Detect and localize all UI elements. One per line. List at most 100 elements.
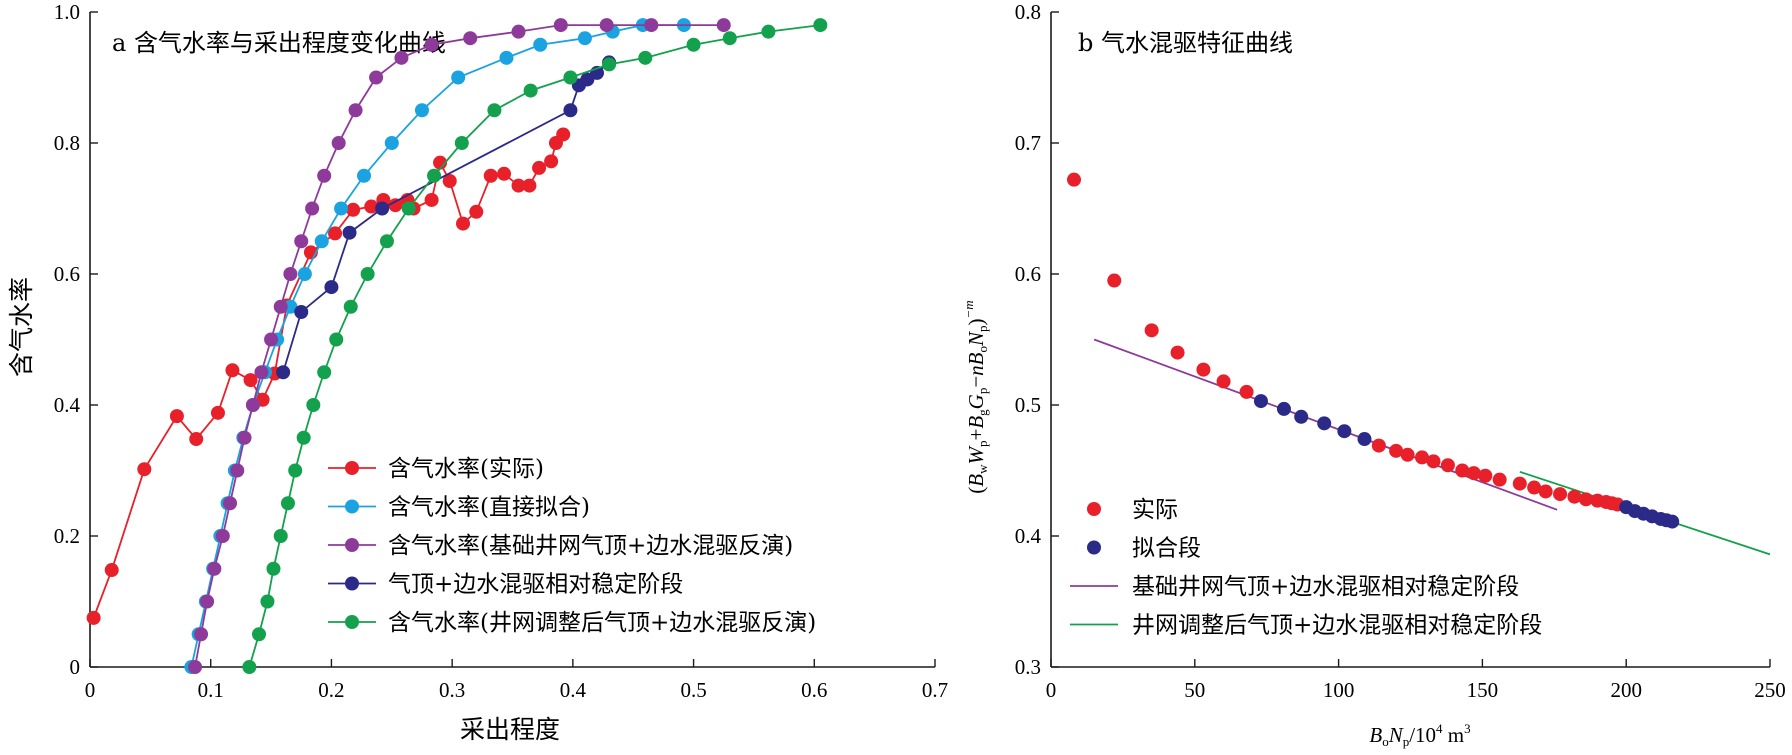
data-point — [86, 610, 101, 625]
series-4 — [242, 18, 828, 674]
data-point — [577, 31, 592, 46]
data-point — [1371, 438, 1386, 453]
data-point — [230, 463, 245, 478]
data-point — [283, 267, 298, 281]
data-point — [1357, 432, 1372, 447]
data-point — [469, 204, 484, 219]
data-point — [1216, 374, 1231, 389]
panel-a-xtick-label: 0.7 — [922, 678, 948, 702]
data-point — [225, 363, 240, 378]
data-point — [686, 37, 701, 52]
data-point — [556, 127, 571, 142]
data-point — [1239, 384, 1254, 399]
panel-b-xtick-label: 150 — [1467, 678, 1499, 702]
data-point — [511, 178, 526, 193]
data-point — [599, 18, 614, 33]
panel-b-ytick-label: 0.8 — [1015, 0, 1041, 24]
data-point — [194, 627, 209, 642]
data-point — [379, 234, 394, 249]
data-point — [223, 496, 238, 511]
data-point — [761, 24, 776, 39]
legend-item: 含气水率(直接拟合) — [328, 495, 590, 521]
data-point — [273, 299, 288, 314]
panel-a: 0 0.1 0.2 0.3 0.4 0.5 0.6 0.7 0 0.2 0.4 0.6 0.8 1.0 a… — [7, 0, 948, 744]
data-point — [331, 136, 346, 150]
data-point — [1578, 492, 1593, 507]
data-point — [533, 37, 548, 52]
data-point — [463, 31, 478, 46]
legend-label: 含气水率(井网调整后气顶+边水混驱反演) — [388, 610, 816, 636]
data-point — [1455, 463, 1470, 478]
data-point — [638, 50, 653, 65]
data-point — [324, 280, 339, 295]
data-point — [553, 18, 568, 33]
data-point — [563, 70, 578, 85]
panel-a-xtick-label: 0.3 — [439, 678, 465, 702]
data-point — [189, 432, 204, 447]
data-point — [511, 24, 526, 39]
data-point — [1553, 487, 1568, 502]
data-point — [1337, 424, 1352, 439]
data-point — [1294, 409, 1309, 424]
data-point — [1466, 466, 1481, 481]
data-point — [456, 216, 471, 231]
data-point — [294, 234, 309, 249]
legend-marker — [345, 615, 359, 629]
panel-a-title: a 含气水率与采出程度变化曲线 — [112, 29, 446, 57]
data-point — [346, 202, 361, 217]
data-point — [260, 594, 275, 609]
data-point — [1426, 454, 1441, 469]
legend-marker — [1087, 540, 1101, 555]
data-point — [454, 136, 469, 150]
data-point — [237, 430, 252, 445]
data-point — [375, 201, 390, 216]
data-point — [1512, 476, 1527, 491]
data-point — [1400, 447, 1415, 462]
legend-item: 基础井网气顶+边水混驱相对稳定阶段 — [1070, 574, 1519, 600]
panel-a-xtick-label: 0.2 — [318, 678, 344, 702]
data-point — [414, 103, 429, 118]
legend-label: 含气水率(直接拟合) — [388, 495, 590, 521]
panel-a-legend: 含气水率(实际) 含气水率(直接拟合) 含气水率(基础井网气顶+边水混驱反演) 气顶+… — [328, 456, 816, 636]
legend-item: 拟合段 — [1087, 536, 1201, 562]
data-point — [483, 168, 498, 183]
data-point — [1538, 484, 1553, 499]
data-point — [200, 594, 215, 609]
data-point — [357, 168, 372, 183]
data-point — [1170, 345, 1185, 360]
panel-a-xlabel: 采出程度 — [460, 715, 560, 744]
panel-b-series — [1067, 172, 1771, 556]
legend-item: 含气水率(井网调整后气顶+边水混驱反演) — [328, 610, 816, 636]
legend-item: 含气水率(实际) — [328, 456, 544, 482]
panel-a-axes: 0 0.1 0.2 0.3 0.4 0.5 0.6 0.7 0 0.2 0.4 0.6 0.8 1.0 — [54, 0, 948, 702]
legend-marker — [1087, 502, 1101, 516]
data-point — [328, 226, 343, 241]
panel-a-ylabel: 含气水率 — [7, 277, 36, 377]
data-point — [243, 373, 258, 388]
data-point — [317, 365, 332, 380]
panel-a-ytick-label: 0.4 — [54, 393, 81, 417]
panel-b-ytick-label: 0.3 — [1015, 655, 1041, 679]
panel-b-xtick-label: 250 — [1754, 678, 1786, 702]
panel-b-xtick-label: 0 — [1046, 678, 1057, 702]
data-point — [1067, 172, 1082, 187]
legend-label: 井网调整后气顶+边水混驱相对稳定阶段 — [1132, 613, 1542, 639]
panel-b-title: b 气水混驱特征曲线 — [1078, 29, 1293, 57]
data-point — [314, 234, 329, 249]
data-point — [360, 267, 375, 281]
data-point — [563, 103, 578, 118]
data-point — [1440, 458, 1455, 473]
data-point — [1389, 443, 1404, 458]
panel-a-series — [86, 18, 828, 674]
legend-marker — [345, 499, 359, 514]
data-point — [499, 50, 514, 65]
data-point — [207, 561, 222, 576]
data-point — [487, 103, 502, 118]
panel-b-xlabel: BoNp/104 m3 — [1369, 721, 1470, 749]
data-point — [424, 192, 439, 207]
data-point — [348, 103, 363, 118]
data-point — [329, 332, 344, 347]
data-point — [1527, 480, 1542, 495]
